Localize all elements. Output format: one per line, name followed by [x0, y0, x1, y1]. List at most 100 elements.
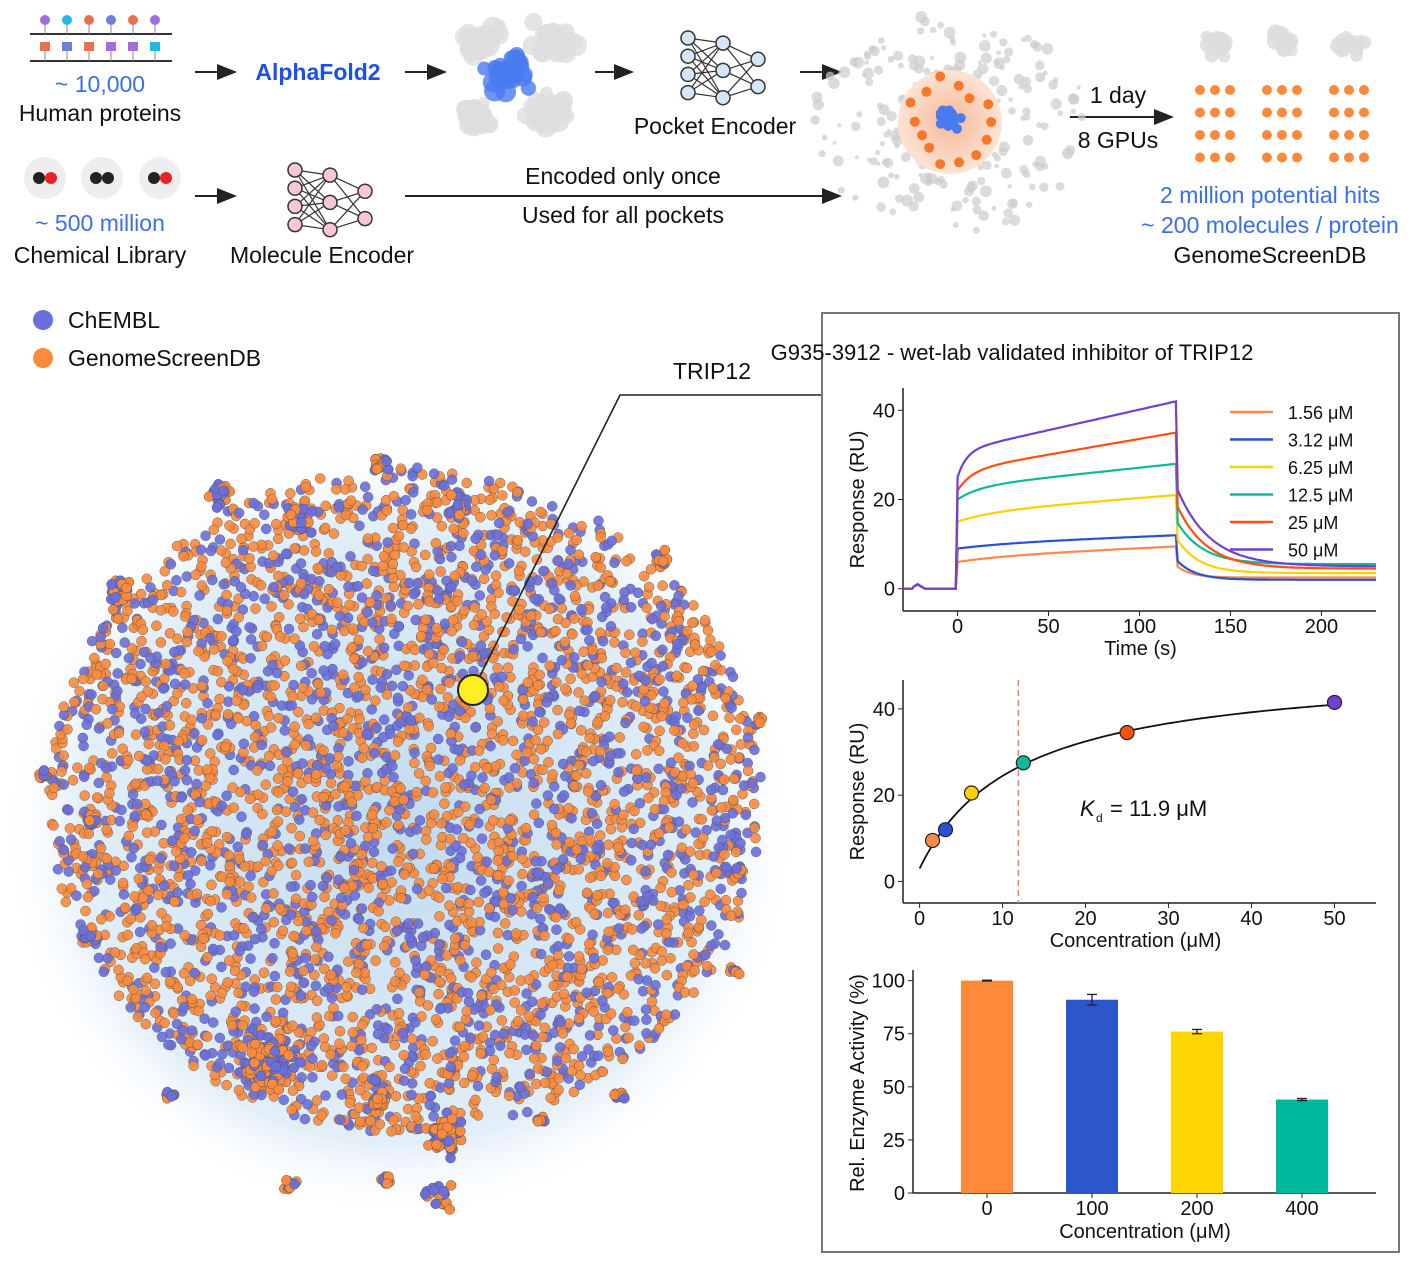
residue — [84, 42, 94, 51]
scatter-point — [517, 710, 529, 721]
pocket-dot — [876, 202, 886, 212]
scatter-point — [245, 892, 257, 903]
scatter-point — [216, 987, 228, 999]
scatter-point — [473, 1020, 485, 1031]
scatter-point — [337, 727, 349, 738]
scatter-point — [544, 603, 555, 615]
scatter-point — [270, 994, 282, 1005]
scatter-point — [244, 622, 255, 633]
scatter-point — [273, 712, 285, 724]
scatter-point — [510, 928, 522, 939]
scatter-point — [685, 892, 696, 903]
scatter-point — [214, 930, 226, 941]
scatter-point — [688, 719, 700, 730]
pocket-dot — [864, 60, 869, 65]
protein-sequence-icon — [30, 15, 172, 62]
pocket-point — [917, 130, 928, 141]
scatter-point — [269, 680, 280, 691]
scatter-point — [324, 753, 335, 764]
scatter-point — [539, 1022, 550, 1034]
scatter-point — [371, 722, 382, 733]
pocket-dot — [810, 115, 820, 126]
scatter-point — [575, 1070, 586, 1081]
hit-dot — [1195, 85, 1205, 95]
scatter-point — [362, 831, 374, 843]
scatter-point — [189, 727, 200, 739]
scatter-point — [192, 1039, 203, 1050]
pocket-dot — [977, 164, 984, 171]
scatter-point — [520, 822, 532, 834]
scatter-point — [348, 864, 360, 876]
scatter-point — [266, 826, 278, 838]
pocket-dot — [837, 186, 845, 194]
scatter-point — [278, 1094, 290, 1106]
scatter-point — [599, 710, 611, 722]
pocket-point — [983, 99, 994, 110]
scatter-point — [372, 1028, 384, 1040]
scatter-point — [206, 973, 217, 985]
scatter-point — [520, 546, 531, 557]
scatter-point — [461, 1005, 472, 1017]
pocket-dot — [926, 172, 938, 184]
scatter-point — [212, 729, 223, 741]
scatter-point — [286, 822, 297, 834]
scatter-point — [292, 768, 304, 779]
scatter-point — [185, 847, 197, 858]
scatter-point — [492, 855, 504, 866]
scatter-point — [127, 821, 138, 832]
hits-grid-icon — [1195, 85, 1369, 163]
scatter-point — [451, 916, 463, 927]
scatter-point — [393, 819, 404, 831]
scatter-point — [362, 607, 373, 618]
scatter-point — [641, 602, 652, 614]
scatter-point — [296, 793, 308, 805]
scatter-point — [528, 809, 540, 820]
scatter-point — [245, 870, 256, 882]
scatter-point — [735, 838, 746, 849]
scatter-point — [430, 537, 442, 549]
scatter-point — [696, 914, 707, 926]
scatter-point — [159, 740, 170, 752]
residue — [40, 42, 50, 51]
scatter-point — [214, 693, 225, 705]
scatter-point — [443, 1078, 455, 1089]
scatter-point — [249, 933, 261, 945]
scatter-point — [198, 933, 209, 945]
scatter-point — [556, 654, 568, 666]
pocket-dot — [1070, 108, 1076, 115]
scatter-point — [267, 952, 278, 964]
scatter-point — [311, 1012, 323, 1023]
pocket-embedding-icon — [810, 11, 1086, 234]
hit-dot — [1195, 152, 1205, 163]
scatter-point — [471, 957, 482, 968]
pocket-dot — [982, 160, 992, 170]
scatter-point — [591, 818, 603, 830]
pocket-dot — [1050, 98, 1062, 110]
scatter-point — [268, 581, 279, 593]
scatter-point — [595, 745, 606, 757]
scatter-point — [447, 763, 458, 774]
pocket-dot — [889, 130, 901, 141]
scatter-point — [385, 600, 396, 611]
scatter-point — [361, 939, 372, 951]
scatter-point — [504, 782, 515, 793]
scatter-point — [649, 804, 661, 815]
scatter-point — [416, 940, 427, 952]
scatter-point — [218, 485, 229, 496]
scatter-point — [186, 714, 197, 726]
scatter-point — [402, 600, 413, 612]
scatter-point — [533, 817, 545, 829]
scatter-point — [335, 851, 346, 863]
scatter-point — [238, 738, 250, 749]
scatter-point — [478, 573, 490, 584]
scatter-point — [139, 953, 151, 965]
residue — [128, 42, 138, 51]
scatter-point — [454, 509, 465, 521]
pocket-dot — [869, 45, 880, 57]
scatter-point — [194, 796, 205, 808]
scatter-point — [89, 652, 100, 664]
scatter-point — [326, 624, 338, 636]
scatter-point — [476, 990, 487, 1001]
scatter-point — [287, 1085, 299, 1096]
scatter-point — [295, 660, 307, 672]
